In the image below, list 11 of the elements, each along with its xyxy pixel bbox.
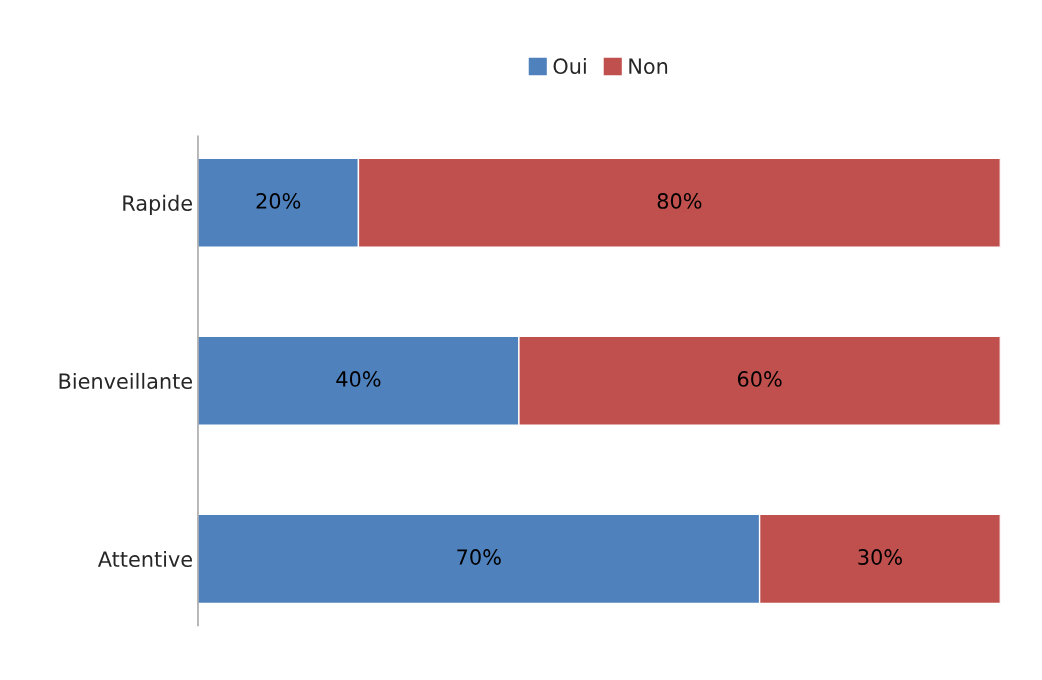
data-label: 80%	[657, 193, 702, 209]
data-label: 20%	[256, 193, 301, 209]
y-tick-label: Rapide	[123, 194, 193, 216]
data-label: 70%	[457, 549, 501, 565]
data-label: 40%	[336, 371, 381, 387]
legend-label: Non	[629, 58, 668, 75]
y-tick-label: Bienveillante	[59, 372, 193, 390]
data-label: 60%	[737, 371, 782, 387]
y-tick-label: Attentive	[97, 550, 193, 568]
legend-label: Oui	[553, 57, 586, 75]
data-label: 30%	[858, 549, 902, 565]
